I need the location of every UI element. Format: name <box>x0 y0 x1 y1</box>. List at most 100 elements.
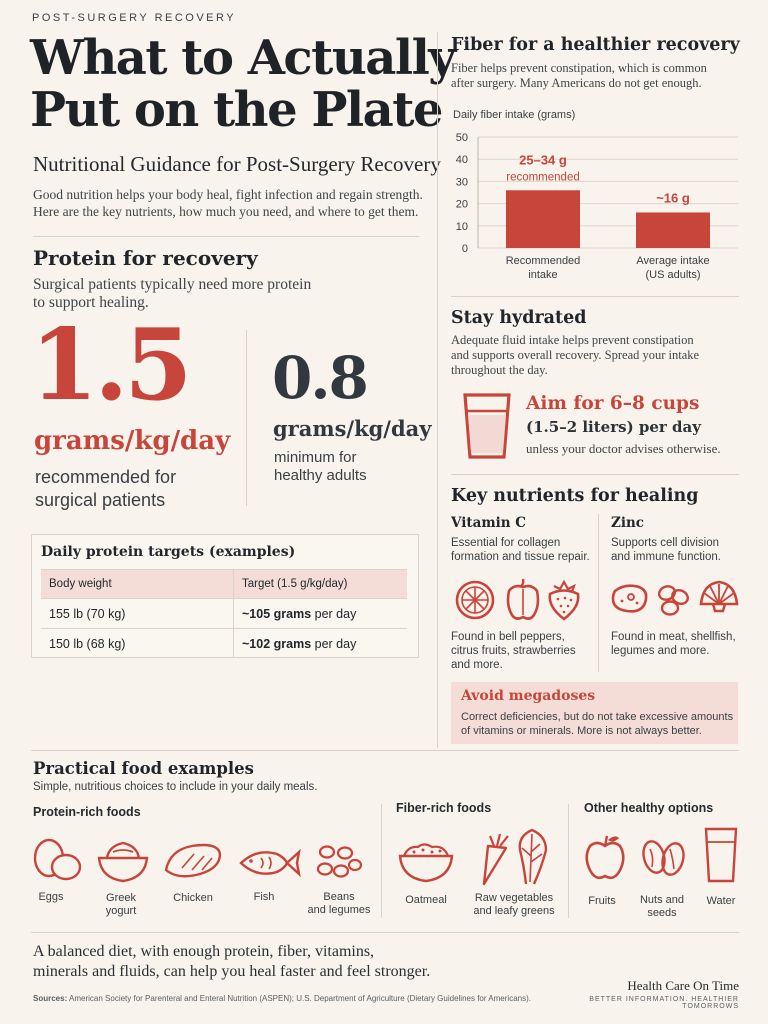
protein-heading: Protein for recovery <box>33 246 258 270</box>
weight-cell: 155 lb (70 kg) <box>41 598 234 629</box>
foods-divider <box>381 804 382 918</box>
x-category-label: intake <box>528 269 557 281</box>
foods-heading: Practical food examples <box>33 759 254 778</box>
x-category-label: (US adults) <box>645 269 700 281</box>
yogurt-bowl-icon <box>95 838 151 884</box>
other-foods-heading: Other healthy options <box>584 801 714 815</box>
food-label: Fruits <box>588 895 616 907</box>
page-subtitle: Nutritional Guidance for Post-Surgery Re… <box>33 152 441 176</box>
bell-pepper-icon <box>504 575 542 623</box>
foods-divider <box>568 804 569 918</box>
target-cell: ~105 grams per day <box>233 598 407 629</box>
fiber-bar <box>636 212 710 248</box>
protein-recommended-value: 1.5 <box>30 308 192 423</box>
avoid-title: Avoid megadoses <box>461 688 596 704</box>
food-label: Water <box>706 895 736 907</box>
x-category-label: Recommended <box>506 255 581 267</box>
apple-icon <box>583 832 627 884</box>
nuts-icon <box>640 837 688 881</box>
fiber-chart: Daily fiber intake (grams) 0 10 20 30 40 50 25–… <box>453 109 738 281</box>
brand-name: Health Care On Time <box>627 978 739 993</box>
divider <box>451 474 739 475</box>
water-glass-icon <box>462 391 512 461</box>
vitamin-c-sources: Found in bell peppers, citrus fruits, st… <box>451 631 576 671</box>
protein-description: Surgical patients typically need more pr… <box>33 276 312 311</box>
sources-note: Sources: American Society for Parenteral… <box>33 994 531 1003</box>
bar-data-label: recommended <box>506 171 580 183</box>
column-header: Target (1.5 g/kg/day) <box>233 569 407 599</box>
food-label: Nuts and seeds <box>639 894 685 919</box>
protein-targets-table: Body weight Target (1.5 g/kg/day) 155 lb… <box>41 569 407 658</box>
y-tick-label: 10 <box>456 221 468 233</box>
section-kicker: POST-SURGERY RECOVERY <box>32 12 237 24</box>
fiber-bar <box>506 190 580 248</box>
fiber-foods-heading: Fiber-rich foods <box>396 801 492 815</box>
divider <box>451 296 739 297</box>
orange-slice-icon <box>454 579 496 621</box>
food-label: Oatmeal <box>405 894 447 906</box>
divider <box>31 750 739 751</box>
vitamin-c-title: Vitamin C <box>451 515 527 531</box>
y-tick-label: 50 <box>456 132 468 144</box>
protein-recommended-unit: grams/kg/day <box>34 426 231 456</box>
fiber-description: Fiber helps prevent constipation, which … <box>451 61 707 90</box>
fiber-heading: Fiber for a healthier recovery <box>451 35 740 55</box>
fish-icon <box>237 846 301 880</box>
brand-tagline: BETTER INFORMATION. HEALTHIER TOMORROWS <box>589 996 739 1010</box>
hydration-heading: Stay hydrated <box>451 308 587 328</box>
nutrient-divider <box>598 514 599 672</box>
food-label: Beans and legumes <box>307 891 371 916</box>
protein-foods-heading: Protein-rich foods <box>33 805 141 819</box>
zinc-sources: Found in meat, shellfish, legumes and mo… <box>611 631 736 657</box>
table-row: 155 lb (70 kg) ~105 grams per day <box>41 598 407 629</box>
hydration-note: unless your doctor advises otherwise. <box>526 441 721 456</box>
beans-icon <box>656 583 692 617</box>
avoid-text: Correct deficiencies, but do not take ex… <box>461 711 734 737</box>
bar-data-label: 25–34 g <box>519 152 567 167</box>
food-label: Chicken <box>173 892 213 904</box>
weight-cell: 150 lb (68 kg) <box>41 628 234 658</box>
target-cell: ~102 grams per day <box>233 628 407 658</box>
eggs-icon <box>30 836 84 882</box>
divider <box>33 236 419 237</box>
water-icon <box>703 826 739 884</box>
food-label: Greek yogurt <box>105 892 137 917</box>
steak-icon <box>609 581 651 617</box>
oatmeal-bowl-icon <box>396 838 456 884</box>
protein-targets-card: Daily protein targets (examples) Body we… <box>31 534 419 658</box>
beans-legumes-icon <box>315 843 365 881</box>
y-tick-label: 20 <box>456 199 468 211</box>
bar-data-label: ~16 g <box>656 190 690 205</box>
strawberry-icon <box>546 577 582 623</box>
chart-title: Daily fiber intake (grams) <box>453 109 575 121</box>
zinc-title: Zinc <box>611 515 645 531</box>
column-header: Body weight <box>41 569 234 599</box>
hydration-liters: (1.5–2 liters) per day <box>526 418 701 436</box>
hydration-description: Adequate fluid intake helps prevent cons… <box>451 333 700 377</box>
y-tick-label: 30 <box>456 176 468 188</box>
table-row: 150 lb (68 kg) ~102 grams per day <box>41 628 407 658</box>
food-label: Eggs <box>38 891 64 903</box>
shell-icon <box>697 578 741 618</box>
protein-recommended-caption: recommended for surgical patients <box>35 467 177 510</box>
y-tick-label: 0 <box>462 243 468 255</box>
foods-subtitle: Simple, nutritious choices to include in… <box>33 781 318 793</box>
x-category-label: Average intake <box>636 255 709 267</box>
protein-minimum-value: 0.8 <box>272 344 369 412</box>
zinc-description: Supports cell division and immune functi… <box>611 537 721 563</box>
intro-text: Good nutrition helps your body heal, fig… <box>33 187 423 219</box>
table-header-row: Body weight Target (1.5 g/kg/day) <box>41 569 407 599</box>
protein-minimum-unit: grams/kg/day <box>273 416 432 441</box>
chicken-breast-icon <box>162 840 224 882</box>
nutrients-heading: Key nutrients for healing <box>451 486 699 506</box>
hydration-aim: Aim for 6–8 cups <box>526 393 700 414</box>
protein-minimum-caption: minimum for healthy adults <box>274 449 367 484</box>
vitamin-c-description: Essential for collagen formation and tis… <box>451 537 590 563</box>
closing-statement: A balanced diet, with enough protein, fi… <box>33 943 431 980</box>
protein-targets-title: Daily protein targets (examples) <box>41 544 296 560</box>
y-tick-label: 40 <box>456 154 468 166</box>
food-label: Raw vegetables and leafy greens <box>473 892 555 917</box>
column-divider <box>437 32 438 748</box>
divider <box>31 932 739 933</box>
food-label: Fish <box>253 891 275 903</box>
